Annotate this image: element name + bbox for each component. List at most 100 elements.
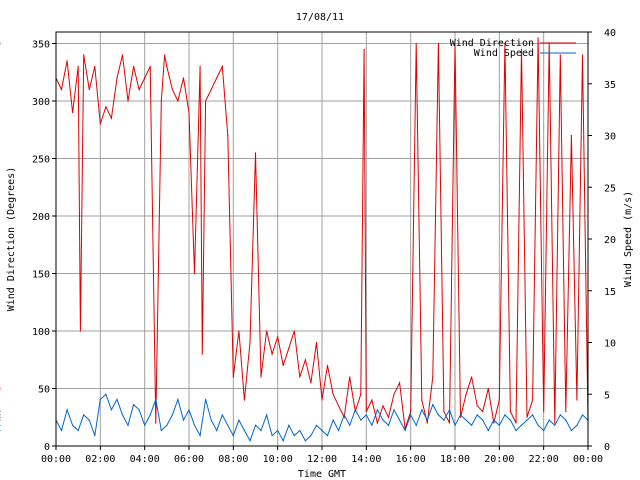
data-point-wind-speed: [410, 414, 412, 416]
data-point-wind-direction: [201, 353, 203, 355]
x-tick-label: 10:00: [263, 454, 293, 465]
data-point-wind-direction: [238, 330, 240, 332]
data-point-wind-direction: [365, 410, 367, 413]
data-point-wind-direction: [304, 359, 306, 361]
data-point-wind-direction: [537, 37, 539, 39]
data-point-wind-direction: [426, 422, 428, 424]
left-tick-label: 150: [32, 270, 50, 281]
data-point-wind-speed: [532, 414, 534, 416]
data-point-wind-direction: [88, 88, 90, 91]
data-point-wind-direction: [72, 111, 74, 114]
data-point-wind-direction: [371, 399, 373, 401]
data-point-wind-speed: [454, 424, 456, 426]
data-point-wind-direction: [532, 399, 534, 401]
left-tick-label: 250: [32, 155, 50, 166]
data-point-wind-speed: [182, 419, 185, 421]
data-point-wind-direction: [199, 65, 201, 68]
data-point-wind-speed: [326, 435, 329, 437]
data-point-wind-direction: [177, 100, 179, 102]
data-point-wind-direction: [94, 65, 96, 68]
data-point-wind-direction: [465, 393, 467, 395]
data-point-wind-speed: [138, 409, 140, 411]
data-point-wind-speed: [60, 429, 63, 432]
data-point-wind-speed: [371, 424, 373, 426]
x-tick-label: 02:00: [85, 454, 115, 465]
data-point-wind-direction: [277, 336, 279, 338]
data-point-wind-direction: [543, 410, 545, 413]
data-point-wind-speed: [421, 409, 423, 411]
data-point-wind-direction: [559, 54, 561, 56]
data-point-wind-speed: [0, 424, 1, 426]
data-point-wind-speed: [254, 424, 257, 426]
data-point-wind-speed: [543, 429, 545, 432]
data-point-wind-speed: [266, 414, 268, 416]
left-axis: 0 50 100 150 200 250 300 350: [32, 40, 56, 453]
data-point-wind-speed: [72, 424, 74, 426]
data-point-wind-direction: [487, 387, 489, 390]
data-point-wind-speed: [548, 419, 550, 421]
data-point-wind-direction: [454, 42, 456, 45]
data-point-wind-direction: [0, 410, 1, 413]
data-point-wind-speed: [232, 435, 234, 437]
data-point-wind-direction: [554, 422, 556, 424]
data-point-wind-direction: [110, 117, 112, 119]
data-point-wind-direction: [570, 134, 573, 137]
data-point-wind-speed: [282, 440, 284, 442]
data-point-wind-direction: [164, 54, 166, 56]
data-point-wind-direction: [338, 405, 340, 407]
data-point-wind-direction: [448, 422, 451, 424]
data-point-wind-speed: [382, 419, 384, 421]
data-point-wind-direction: [471, 376, 473, 378]
data-point-wind-speed: [515, 429, 517, 432]
data-point-wind-speed: [581, 414, 584, 416]
data-point-wind-direction: [282, 364, 284, 367]
data-point-wind-speed: [227, 424, 229, 426]
right-tick-label: 30: [604, 132, 616, 143]
data-point-wind-speed: [188, 409, 190, 411]
data-point-wind-speed: [399, 419, 401, 421]
data-point-wind-speed: [365, 414, 367, 416]
data-point-wind-direction: [205, 100, 207, 102]
data-point-wind-speed: [520, 424, 523, 426]
data-point-wind-speed: [338, 429, 340, 432]
data-point-wind-direction: [293, 330, 295, 332]
data-point-wind-speed: [332, 419, 334, 421]
data-point-wind-speed: [116, 398, 118, 400]
data-point-wind-speed: [315, 424, 318, 426]
data-point-wind-speed: [415, 424, 417, 426]
right-axis-label: Wind Speed (m/s): [623, 191, 634, 287]
x-tick-label: 12:00: [307, 454, 337, 465]
right-tick-label: 35: [604, 80, 616, 91]
data-point-wind-direction: [260, 376, 262, 378]
data-point-wind-speed: [238, 419, 240, 421]
data-point-wind-speed: [88, 419, 90, 421]
x-tick-label: 18:00: [440, 454, 470, 465]
data-point-wind-speed: [526, 419, 528, 421]
right-tick-label: 0: [604, 442, 610, 453]
chart-title: 17/08/11: [296, 12, 344, 23]
data-point-wind-direction: [565, 410, 567, 413]
data-point-wind-speed: [121, 414, 124, 416]
data-point-wind-speed: [393, 409, 395, 411]
data-point-wind-direction: [498, 399, 500, 401]
data-point-wind-speed: [437, 414, 439, 416]
data-point-wind-direction: [182, 77, 185, 79]
data-point-wind-speed: [83, 414, 85, 416]
data-point-wind-direction: [437, 42, 439, 45]
data-point-wind-speed: [432, 404, 434, 406]
data-point-wind-direction: [105, 106, 107, 108]
data-point-wind-speed: [94, 435, 96, 437]
data-point-wind-speed: [554, 424, 556, 426]
data-point-wind-direction: [387, 416, 390, 418]
data-point-wind-speed: [160, 429, 162, 432]
data-point-wind-speed: [144, 424, 146, 426]
data-point-wind-speed: [570, 429, 573, 432]
data-point-wind-direction: [432, 376, 434, 378]
data-point-wind-speed: [105, 393, 107, 395]
data-point-wind-direction: [493, 422, 495, 424]
data-point-wind-speed: [288, 424, 290, 426]
data-point-wind-speed: [360, 419, 362, 421]
data-point-wind-speed: [0, 414, 1, 416]
right-tick-label: 5: [604, 390, 610, 401]
